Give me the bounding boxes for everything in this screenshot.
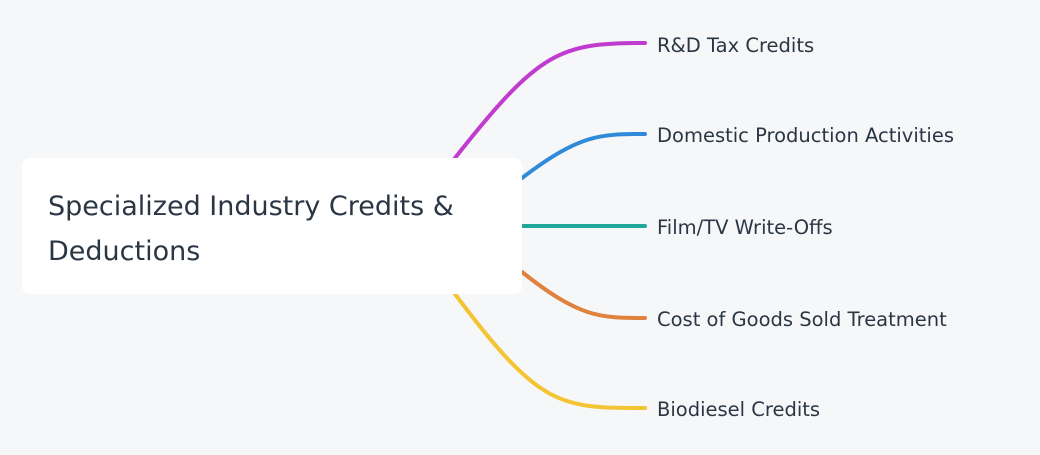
branch-label: Domestic Production Activities [657, 124, 954, 147]
root-label: Specialized Industry Credits & Deduction… [48, 191, 454, 267]
branch-label: R&D Tax Credits [657, 34, 815, 57]
branch-label: Film/TV Write-Offs [657, 216, 833, 239]
branch-label: Biodiesel Credits [657, 398, 821, 421]
root-node: Specialized Industry Credits & Deduction… [22, 158, 522, 294]
branch-connector [453, 41, 647, 160]
branch-connector [453, 292, 647, 410]
branch-connector [520, 270, 647, 320]
branch-label: Cost of Goods Sold Treatment [657, 308, 947, 331]
branch-connector [520, 132, 647, 180]
